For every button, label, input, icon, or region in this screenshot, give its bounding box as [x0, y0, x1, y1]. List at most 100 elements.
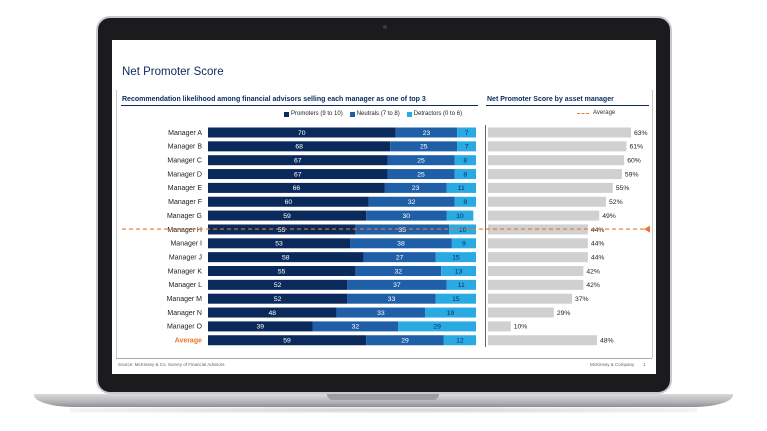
data-label-promoters: 59	[283, 213, 291, 220]
bar-neutrals	[395, 127, 458, 138]
category-label: Average	[175, 338, 202, 345]
nps-bar	[488, 169, 622, 180]
category-label: Manager G	[167, 213, 202, 220]
legend-swatch-detractors	[406, 111, 412, 117]
footer-brand: McKinsey & Company	[590, 362, 635, 367]
bar-promoters	[208, 127, 396, 138]
data-label-promoters: 53	[275, 241, 283, 248]
bar-promoters	[208, 335, 367, 346]
nps-bar	[488, 182, 613, 193]
data-label-neutrals: 25	[417, 171, 425, 178]
bar-neutrals	[312, 321, 399, 332]
category-label: Manager E	[168, 185, 203, 192]
nps-bar	[488, 155, 625, 166]
laptop-notch	[327, 394, 439, 400]
data-label-detractors: 7	[465, 130, 469, 137]
bar-neutrals	[387, 169, 455, 180]
bar-promoters	[208, 307, 337, 318]
bar-neutrals	[390, 141, 458, 152]
nps-bar	[488, 307, 554, 318]
bar-detractors	[446, 279, 476, 290]
bar-neutrals	[387, 155, 455, 166]
data-label-promoters: 60	[285, 199, 293, 206]
data-label-detractors: 15	[452, 296, 460, 303]
data-label-promoters: 55	[278, 268, 286, 275]
bar-detractors	[454, 155, 476, 166]
left-section-rule	[121, 105, 478, 106]
bar-neutrals	[355, 266, 442, 276]
average-legend-dash	[577, 112, 589, 114]
category-label: Manager M	[167, 296, 203, 303]
bar-detractors	[435, 252, 476, 263]
average-legend: Average	[577, 110, 615, 116]
nps-bar	[488, 293, 572, 304]
category-label: Manager O	[167, 324, 203, 331]
bar-neutrals	[363, 252, 436, 263]
data-label-promoters: 52	[274, 282, 282, 289]
left-section-title: Recommendation likelihood among financia…	[122, 96, 426, 103]
bar-detractors	[441, 266, 476, 276]
footer-page-number: 1	[643, 362, 646, 367]
nps-value-label: 52%	[609, 199, 623, 206]
data-label-neutrals: 25	[417, 158, 425, 165]
nps-bar	[488, 279, 584, 290]
legend-label-detractors: Detractors (0 to 6)	[413, 111, 463, 117]
nps-value-label: 10%	[514, 324, 528, 331]
nps-value-label: 60%	[627, 158, 641, 165]
data-label-neutrals: 38	[397, 241, 405, 248]
nps-value-label: 44%	[591, 227, 605, 234]
bar-detractors	[443, 335, 476, 346]
nps-bar	[488, 252, 588, 263]
right-section-rule	[486, 105, 649, 106]
data-label-neutrals: 25	[420, 144, 428, 151]
category-label: Manager K	[168, 268, 203, 275]
bar-neutrals	[366, 335, 444, 346]
right-section-title: Net Promoter Score by asset manager	[487, 96, 614, 103]
bar-promoters	[208, 141, 391, 152]
bar-neutrals	[347, 279, 447, 290]
category-label: Manager I	[170, 241, 202, 248]
category-label: Manager L	[169, 282, 203, 289]
nps-value-label: 42%	[586, 282, 600, 289]
data-label-promoters: 67	[294, 158, 302, 165]
bar-detractors	[435, 293, 476, 304]
bar-detractors	[454, 169, 476, 180]
data-label-neutrals: 33	[388, 296, 396, 303]
data-label-detractors: 12	[456, 338, 464, 345]
data-label-neutrals: 27	[396, 254, 404, 261]
nps-value-label: 44%	[591, 241, 605, 248]
nps-value-label: 63%	[634, 130, 648, 137]
nps-bar	[488, 238, 588, 249]
data-label-promoters: 66	[293, 185, 301, 192]
legend-swatch-neutrals	[349, 111, 355, 117]
nps-bar	[488, 321, 511, 332]
bar-promoters	[208, 252, 364, 263]
data-label-neutrals: 33	[377, 310, 385, 317]
chart-legend: Promoters (9 to 10) Neutrals (7 to 8) De…	[284, 111, 469, 117]
nps-value-label: 55%	[616, 185, 630, 192]
bar-neutrals	[350, 238, 452, 249]
nps-bar	[488, 210, 600, 221]
category-label: Manager D	[167, 171, 202, 178]
bar-promoters	[208, 210, 367, 221]
bar-detractors	[457, 127, 476, 138]
bar-neutrals	[368, 196, 455, 207]
bar-promoters	[208, 169, 388, 180]
legend-item-promoters: Promoters (9 to 10)	[284, 111, 343, 117]
nps-value-label: 49%	[602, 213, 616, 220]
data-label-detractors: 10	[456, 213, 464, 220]
data-label-detractors: 13	[455, 268, 463, 275]
nps-bar	[488, 266, 584, 276]
data-label-detractors: 29	[433, 324, 441, 331]
slide-frame-left	[116, 90, 117, 358]
category-label: Manager H	[167, 227, 202, 234]
bar-detractors	[449, 224, 476, 235]
bar-detractors	[398, 321, 476, 332]
bar-neutrals	[366, 210, 447, 221]
data-label-promoters: 68	[295, 144, 303, 151]
data-label-detractors: 9	[462, 241, 466, 248]
data-label-promoters: 70	[298, 130, 306, 137]
category-label: Manager J	[169, 254, 202, 261]
nps-value-label: 59%	[625, 171, 639, 178]
